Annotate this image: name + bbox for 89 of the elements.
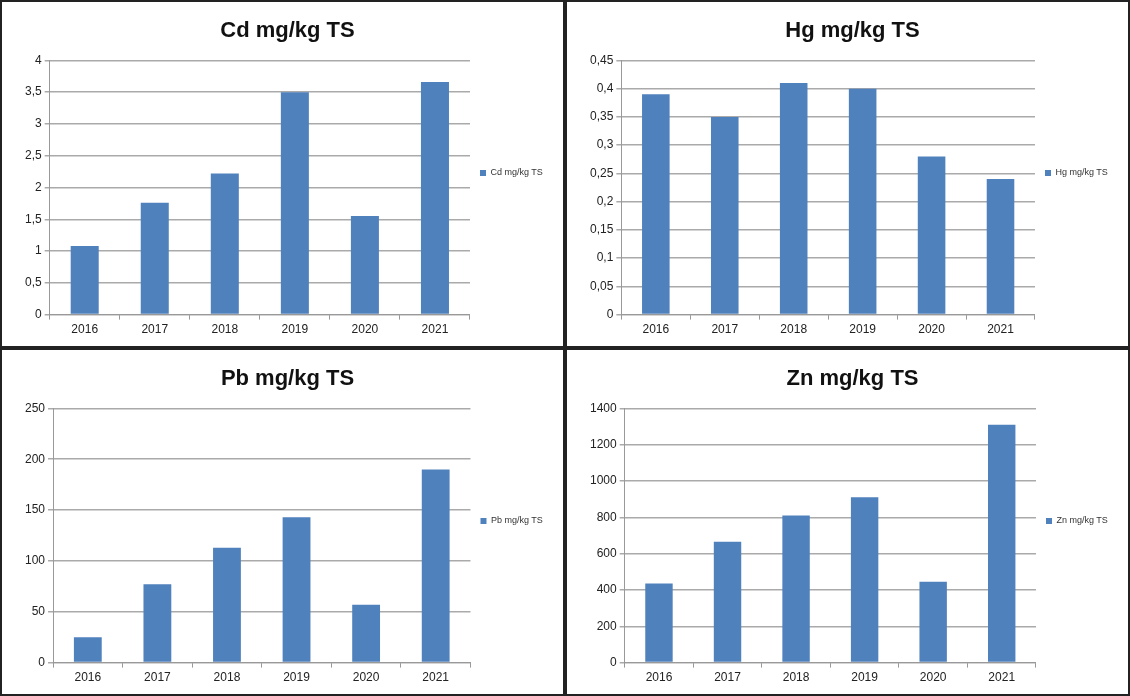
bar: [282, 517, 311, 662]
y-tick-label: 1200: [589, 437, 618, 452]
y-tick-label: 1: [34, 243, 42, 258]
y-tick-label: 0: [34, 306, 42, 321]
y-tick-label: 100: [24, 553, 46, 568]
bar: [779, 83, 808, 314]
y-tick-label: 0,05: [590, 278, 614, 293]
bar: [645, 583, 673, 662]
y-tick-label: 200: [596, 618, 618, 633]
bar: [782, 515, 810, 662]
x-tick-label: 2020: [351, 322, 379, 337]
chart-title: Cd mg/kg TS: [220, 17, 355, 43]
bar: [850, 497, 879, 662]
bar: [143, 584, 172, 662]
y-tick-label: 0,2: [596, 193, 614, 208]
x-tick-label: 2017: [141, 322, 169, 337]
y-tick-label: 250: [24, 400, 46, 415]
y-tick-label: 3: [34, 116, 42, 131]
chart-title: Pb mg/kg TS: [220, 365, 355, 391]
x-tick-label: 2018: [211, 322, 239, 337]
bar: [713, 541, 742, 662]
y-tick-label: 600: [596, 545, 618, 560]
y-tick-label: 3,5: [24, 84, 42, 99]
bar: [710, 116, 739, 314]
y-tick-label: 2,5: [24, 148, 42, 163]
y-tick-label: 4: [34, 52, 42, 67]
bar: [213, 547, 241, 662]
y-tick-label: 50: [31, 604, 46, 619]
x-tick-label: 2017: [714, 670, 742, 685]
bar: [917, 156, 946, 314]
y-tick-label: 0,15: [590, 222, 614, 237]
bar: [642, 94, 670, 314]
x-tick-label: 2020: [352, 670, 380, 685]
y-tick-label: 0: [610, 654, 618, 669]
chart-title: Zn mg/kg TS: [786, 365, 919, 391]
y-tick-label: 0,3: [596, 137, 614, 152]
bar: [70, 245, 99, 314]
y-tick-label: 0,45: [590, 52, 614, 67]
bar: [73, 637, 102, 662]
bar: [420, 82, 449, 314]
x-tick-label: 2016: [74, 670, 102, 685]
bar: [848, 88, 877, 314]
y-tick-label: 800: [596, 509, 618, 524]
bar: [986, 179, 1015, 314]
bar: [210, 173, 239, 314]
y-tick-label: 200: [24, 451, 46, 466]
x-tick-label: 2019: [283, 670, 311, 685]
y-tick-label: 400: [596, 582, 618, 597]
legend-label: Hg mg/kg TS: [1055, 167, 1108, 178]
y-tick-label: 0,25: [590, 165, 614, 180]
y-tick-label: 0,35: [590, 109, 614, 124]
y-tick-label: 2: [34, 179, 42, 194]
y-tick-label: 0,4: [596, 80, 614, 95]
y-tick-label: 0,1: [596, 250, 614, 265]
x-tick-label: 2018: [780, 322, 808, 337]
x-tick-label: 2021: [421, 322, 449, 337]
y-tick-label: 150: [24, 502, 46, 517]
x-tick-label: 2019: [849, 322, 877, 337]
legend-label: Pb mg/kg TS: [490, 515, 543, 526]
y-tick-label: 1400: [589, 400, 618, 415]
bar: [140, 202, 169, 314]
x-tick-label: 2021: [987, 322, 1015, 337]
bar: [280, 92, 309, 314]
x-tick-label: 2016: [71, 322, 99, 337]
legend-label: Zn mg/kg TS: [1056, 515, 1108, 526]
x-tick-label: 2019: [851, 670, 879, 685]
x-tick-label: 2021: [422, 670, 450, 685]
bar: [421, 469, 450, 662]
bar: [352, 604, 381, 662]
x-tick-label: 2017: [711, 322, 739, 337]
x-tick-label: 2016: [645, 670, 673, 685]
x-tick-label: 2020: [918, 322, 946, 337]
y-tick-label: 0,5: [24, 275, 42, 290]
y-tick-label: 0: [38, 654, 46, 669]
legend-label: Cd mg/kg TS: [490, 167, 543, 178]
bar: [919, 581, 947, 662]
y-tick-label: 1,5: [24, 211, 42, 226]
y-tick-label: 0: [606, 306, 614, 321]
x-tick-label: 2018: [213, 670, 241, 685]
x-tick-label: 2021: [988, 670, 1016, 685]
bar: [988, 424, 1016, 662]
x-tick-label: 2019: [281, 322, 309, 337]
x-tick-label: 2020: [919, 670, 947, 685]
x-tick-label: 2017: [144, 670, 172, 685]
chart-title: Hg mg/kg TS: [785, 17, 920, 43]
x-tick-label: 2018: [782, 670, 810, 685]
x-tick-label: 2016: [642, 322, 670, 337]
y-tick-label: 1000: [589, 473, 618, 488]
bar: [350, 216, 379, 314]
